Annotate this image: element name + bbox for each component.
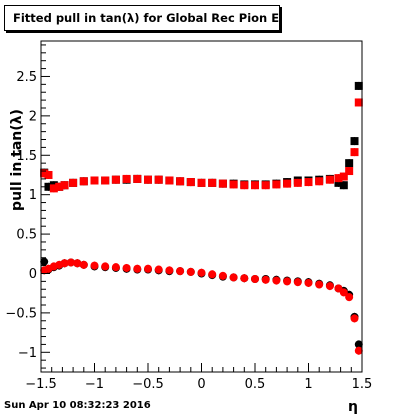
data-point-square: [197, 178, 206, 187]
x-tick-label: 1.5: [352, 377, 373, 392]
data-point-square: [339, 172, 348, 181]
data-point-square: [283, 179, 292, 188]
data-point-circle: [272, 276, 281, 285]
data-point-circle: [229, 273, 238, 282]
y-tick-label: 0.5: [16, 228, 37, 243]
data-point-square: [133, 174, 142, 183]
data-point-circle: [354, 340, 363, 349]
data-point-square: [345, 159, 354, 168]
data-point-square: [90, 176, 99, 185]
data-point-circle: [240, 274, 249, 283]
data-point-square: [240, 181, 249, 190]
data-point-circle: [293, 278, 302, 287]
data-point-square: [44, 182, 53, 191]
data-point-square: [334, 174, 343, 183]
data-point-square: [44, 170, 53, 179]
plot-frame: [40, 40, 363, 373]
data-point-circle: [208, 270, 217, 279]
y-tick-label: 1: [29, 188, 37, 203]
data-point-circle: [111, 263, 120, 272]
data-point-circle: [40, 257, 49, 266]
x-tick-label: −1.5: [25, 377, 57, 392]
data-point-square: [165, 176, 174, 185]
data-point-square: [60, 181, 69, 190]
data-point-square: [350, 148, 359, 157]
y-tick-label: 2.5: [16, 70, 37, 85]
data-point-square: [315, 177, 324, 186]
data-point-circle: [60, 259, 69, 268]
data-point-square: [354, 81, 363, 90]
y-tick-label: 1.5: [16, 149, 37, 164]
data-point-circle: [350, 314, 359, 323]
x-tick-label: 0: [197, 377, 205, 392]
data-point-square: [272, 180, 281, 189]
data-point-square: [49, 184, 58, 193]
data-point-square: [339, 181, 348, 190]
data-point-square: [345, 167, 354, 176]
axis-ticks: [40, 44, 363, 372]
data-point-square: [334, 178, 343, 187]
data-point-circle: [79, 260, 88, 269]
y-tick-label: −1: [18, 346, 37, 361]
data-point-circle: [101, 262, 110, 271]
data-point-circle: [154, 265, 163, 274]
x-tick-label: −0.5: [132, 377, 164, 392]
data-point-square: [251, 181, 259, 190]
data-point-circle: [197, 268, 206, 277]
x-axis-label: η: [348, 399, 358, 414]
data-point-circle: [90, 261, 99, 270]
data-point-circle: [73, 259, 82, 268]
data-point-circle: [122, 263, 131, 272]
data-point-circle: [133, 264, 142, 273]
data-point-square: [144, 175, 152, 184]
data-point-square: [79, 177, 88, 186]
data-point-square: [69, 178, 78, 187]
y-tick-labels: −1 −0.5 0 0.5 1 1.5 2 2.5: [5, 70, 37, 361]
x-tick-label: 1: [304, 377, 312, 392]
data-point-circle: [345, 293, 354, 302]
data-point-square: [186, 178, 195, 187]
data-point-square: [111, 175, 120, 184]
data-point-circle: [354, 346, 363, 355]
data-point-circle: [144, 264, 152, 273]
data-point-circle: [339, 288, 348, 297]
data-point-square: [229, 180, 238, 189]
data-point-circle: [304, 278, 313, 287]
x-tick-label: 0.5: [245, 377, 266, 392]
data-point-square: [354, 98, 363, 107]
y-axis-label: pull in tan(λ): [9, 109, 25, 211]
data-point-square: [176, 177, 185, 186]
chart-title: Fitted pull in tan(λ) for Global Rec Pio…: [4, 5, 280, 31]
data-point-circle: [261, 275, 270, 284]
data-point-square: [40, 169, 49, 178]
data-point-square: [101, 176, 110, 185]
x-tick-labels: −1.5 −1 −0.5 0 0.5 1 1.5: [25, 377, 372, 392]
data-point-square: [261, 181, 270, 190]
data-point-square: [218, 179, 227, 188]
data-point-square: [304, 178, 313, 187]
data-point-circle: [66, 258, 75, 267]
data-point-circle: [283, 277, 292, 286]
data-point-square: [293, 178, 302, 187]
data-point-circle: [186, 267, 195, 276]
data-point-circle: [325, 282, 334, 291]
data-point-square: [350, 137, 359, 146]
y-tick-label: 2: [29, 109, 37, 124]
data-point-square: [154, 175, 163, 184]
data-point-circle: [315, 280, 324, 289]
data-point-square: [122, 174, 131, 183]
data-point-square: [208, 178, 217, 187]
data-point-circle: [165, 266, 174, 275]
data-point-square: [325, 175, 334, 184]
data-point-circle: [218, 271, 227, 280]
data-point-square: [55, 182, 64, 191]
x-tick-label: −1: [85, 377, 104, 392]
data-markers: [40, 81, 363, 355]
footer-timestamp: Sun Apr 10 08:32:23 2016: [4, 400, 151, 411]
data-point-circle: [176, 267, 185, 276]
y-tick-label: 0: [29, 267, 37, 282]
data-point-circle: [251, 275, 259, 284]
y-tick-label: −0.5: [5, 306, 37, 321]
